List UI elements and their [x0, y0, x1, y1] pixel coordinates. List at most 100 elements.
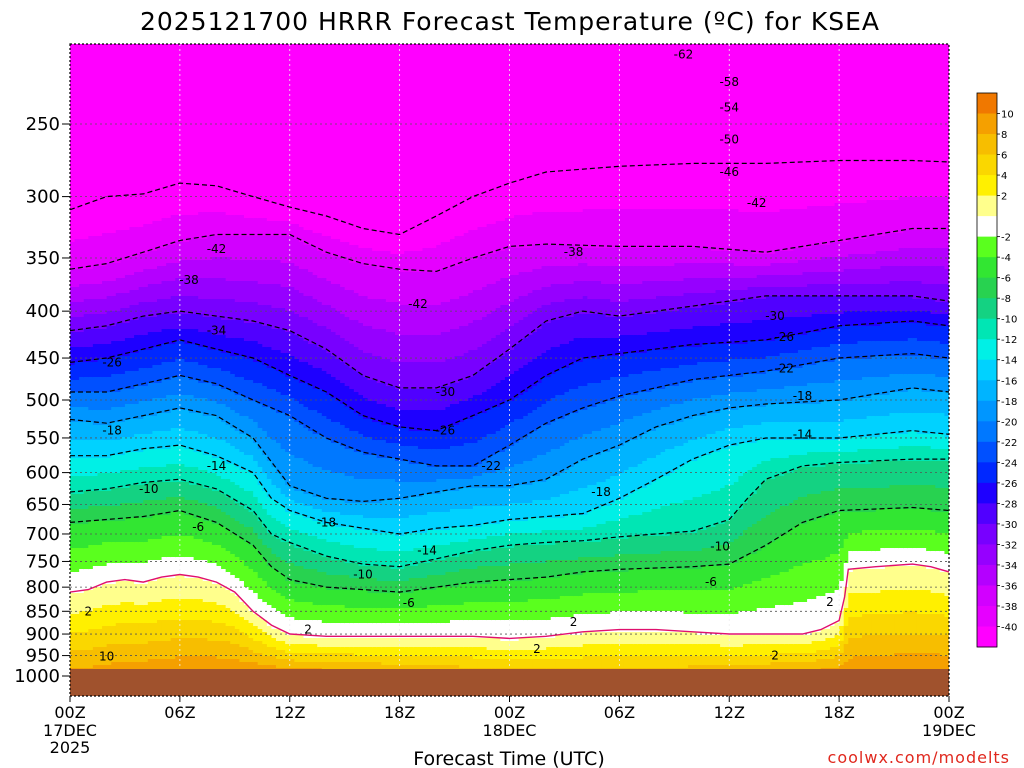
temperature-cell: [97, 236, 103, 267]
temperature-cell: [266, 368, 273, 390]
temperature-cell: [417, 362, 424, 390]
temperature-cell: [733, 587, 740, 615]
temperature-cell: [189, 344, 195, 363]
temperature-cell: [578, 659, 584, 669]
temperature-cell: [289, 500, 295, 513]
temperature-cell: [834, 272, 840, 285]
temperature-cell: [189, 536, 195, 558]
temperature-cell: [633, 395, 639, 417]
temperature-cell: [747, 407, 753, 426]
temperature-cell: [733, 251, 740, 267]
temperature-cell: [646, 413, 653, 432]
temperature-cell: [211, 584, 218, 603]
temperature-cell: [871, 341, 877, 357]
temperature-cell: [449, 542, 456, 558]
temperature-cell: [697, 362, 703, 381]
temperature-cell: [802, 662, 808, 672]
temperature-cell: [367, 608, 373, 624]
temperature-cell: [582, 359, 588, 387]
temperature-cell: [623, 266, 630, 285]
temperature-cell: [179, 512, 186, 537]
temperature-cell: [358, 395, 364, 417]
temperature-cell: [504, 488, 511, 507]
temperature-cell: [610, 44, 616, 210]
temperature-cell: [344, 44, 350, 243]
temperature-cell: [536, 563, 543, 579]
temperature-cell: [326, 662, 332, 672]
temperature-cell: [555, 497, 561, 519]
temperature-cell: [820, 560, 826, 597]
temperature-cell: [120, 407, 126, 423]
temperature-cell: [495, 566, 501, 582]
temperature-cell: [889, 413, 895, 435]
temperature-cell: [601, 632, 607, 645]
temperature-cell: [390, 407, 396, 426]
temperature-cell: [665, 332, 671, 351]
temperature-cell: [715, 362, 721, 378]
temperature-cell: [605, 428, 611, 453]
temperature-cell: [930, 449, 936, 462]
temperature-cell: [156, 431, 163, 450]
temperature-cell: [198, 239, 204, 261]
temperature-cell: [756, 266, 762, 276]
temperature-cell: [610, 338, 616, 357]
temperature-cell: [541, 482, 547, 501]
temperature-cell: [239, 434, 245, 453]
temperature-cell: [358, 608, 364, 624]
temperature-cell: [257, 236, 263, 261]
temperature-cell: [257, 521, 263, 540]
temperature-cell: [875, 311, 881, 327]
temperature-cell: [353, 431, 360, 453]
temperature-cell: [395, 638, 401, 648]
temperature-cell: [541, 353, 547, 378]
temperature-cell: [408, 515, 414, 534]
temperature-cell: [706, 434, 712, 456]
temperature-cell: [536, 620, 543, 639]
temperature-cell: [587, 458, 593, 486]
temperature-cell: [903, 44, 909, 198]
temperature-cell: [894, 635, 900, 654]
temperature-cell: [775, 338, 781, 357]
temperature-cell: [413, 578, 419, 591]
temperature-cell: [610, 644, 616, 657]
temperature-cell: [106, 458, 112, 474]
temperature-cell: [427, 431, 433, 450]
temperature-cell: [665, 449, 671, 477]
temperature-cell: [504, 44, 511, 219]
temperature-cell: [761, 422, 767, 441]
temperature-cell: [875, 488, 881, 510]
temperature-cell: [358, 434, 364, 453]
temperature-cell: [376, 638, 382, 648]
temperature-cell: [573, 647, 579, 660]
temperature-cell: [601, 338, 607, 357]
temperature-cell: [916, 548, 923, 567]
temperature-cell: [321, 524, 327, 540]
temperature-cell: [628, 515, 634, 537]
temperature-cell: [234, 431, 240, 450]
temperature-cell: [225, 515, 231, 531]
temperature-cell: [198, 383, 204, 399]
temperature-cell: [353, 578, 360, 591]
temperature-cell: [674, 569, 680, 591]
temperature-cell: [614, 572, 620, 594]
temperature-cell: [752, 644, 758, 657]
temperature-cell: [546, 620, 552, 639]
temperature-cell: [115, 356, 121, 375]
temperature-cell: [445, 647, 451, 657]
temperature-cell: [637, 335, 643, 354]
temperature-cell: [166, 641, 172, 660]
temperature-cell: [660, 311, 666, 333]
temperature-cell: [111, 326, 117, 342]
temperature-cell: [303, 494, 309, 507]
temperature-cell: [308, 644, 314, 654]
temperature-cell: [541, 377, 547, 405]
temperature-cell: [646, 458, 653, 486]
temperature-cell: [486, 254, 492, 285]
temperature-cell: [413, 533, 419, 549]
temperature-cell: [134, 320, 140, 336]
temperature-cell: [326, 590, 332, 606]
temperature-cell: [564, 299, 570, 318]
temperature-cell: [381, 404, 387, 426]
temperature-cell: [829, 638, 836, 648]
temperature-cell: [674, 44, 680, 210]
